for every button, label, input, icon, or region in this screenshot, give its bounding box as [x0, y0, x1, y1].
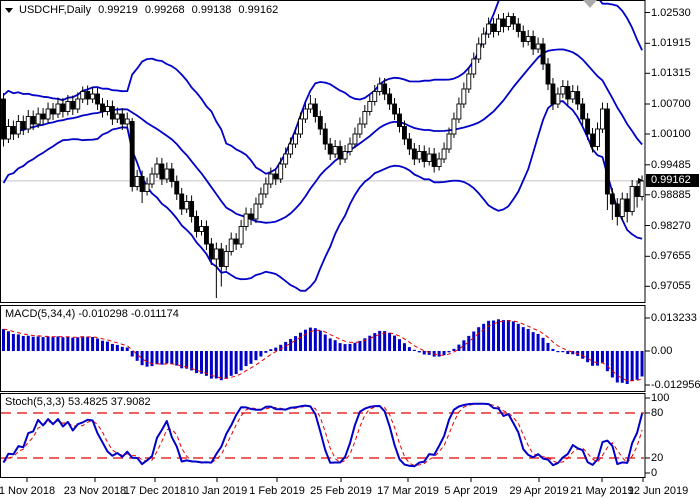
macd-histogram [2, 319, 644, 384]
panel-borders [0, 0, 646, 478]
symbol-period-label: USDCHF,Daily [19, 4, 92, 16]
stoch-indicator-label: Stoch(5,3,3) 53.4825 37.9082 [5, 396, 151, 408]
stoch-level-lines [1, 412, 644, 459]
bollinger-middle-line [2, 48, 643, 224]
quote-close: 0.99162 [238, 4, 279, 16]
bollinger-lower-line [2, 100, 643, 292]
scroll-position-icon[interactable] [583, 0, 597, 8]
chart-title: USDCHF,Daily 0.99219 0.99268 0.99138 0.9… [5, 4, 278, 16]
macd-values: -0.010298 -0.011174 [78, 308, 179, 320]
bollinger-upper-line [2, 1, 643, 175]
axis-ticks [26, 12, 650, 482]
candlestick-layer [1, 12, 644, 298]
current-price-line [1, 177, 644, 184]
stoch-k-line [2, 402, 644, 468]
quote-low: 0.99138 [191, 4, 232, 16]
stoch-name: Stoch(5,3,3) [5, 396, 65, 408]
stoch-values: 53.4825 37.9082 [67, 396, 151, 408]
macd-name: MACD(5,34,4) [5, 308, 76, 320]
current-price-label: 0.99162 [646, 174, 699, 188]
quote-high: 0.99268 [144, 4, 185, 16]
quote-open: 0.99219 [98, 4, 138, 16]
macd-signal-line [3, 320, 643, 382]
macd-indicator-label: MACD(5,34,4) -0.010298 -0.011174 [5, 308, 179, 320]
expand-quote-icon[interactable] [5, 8, 13, 13]
